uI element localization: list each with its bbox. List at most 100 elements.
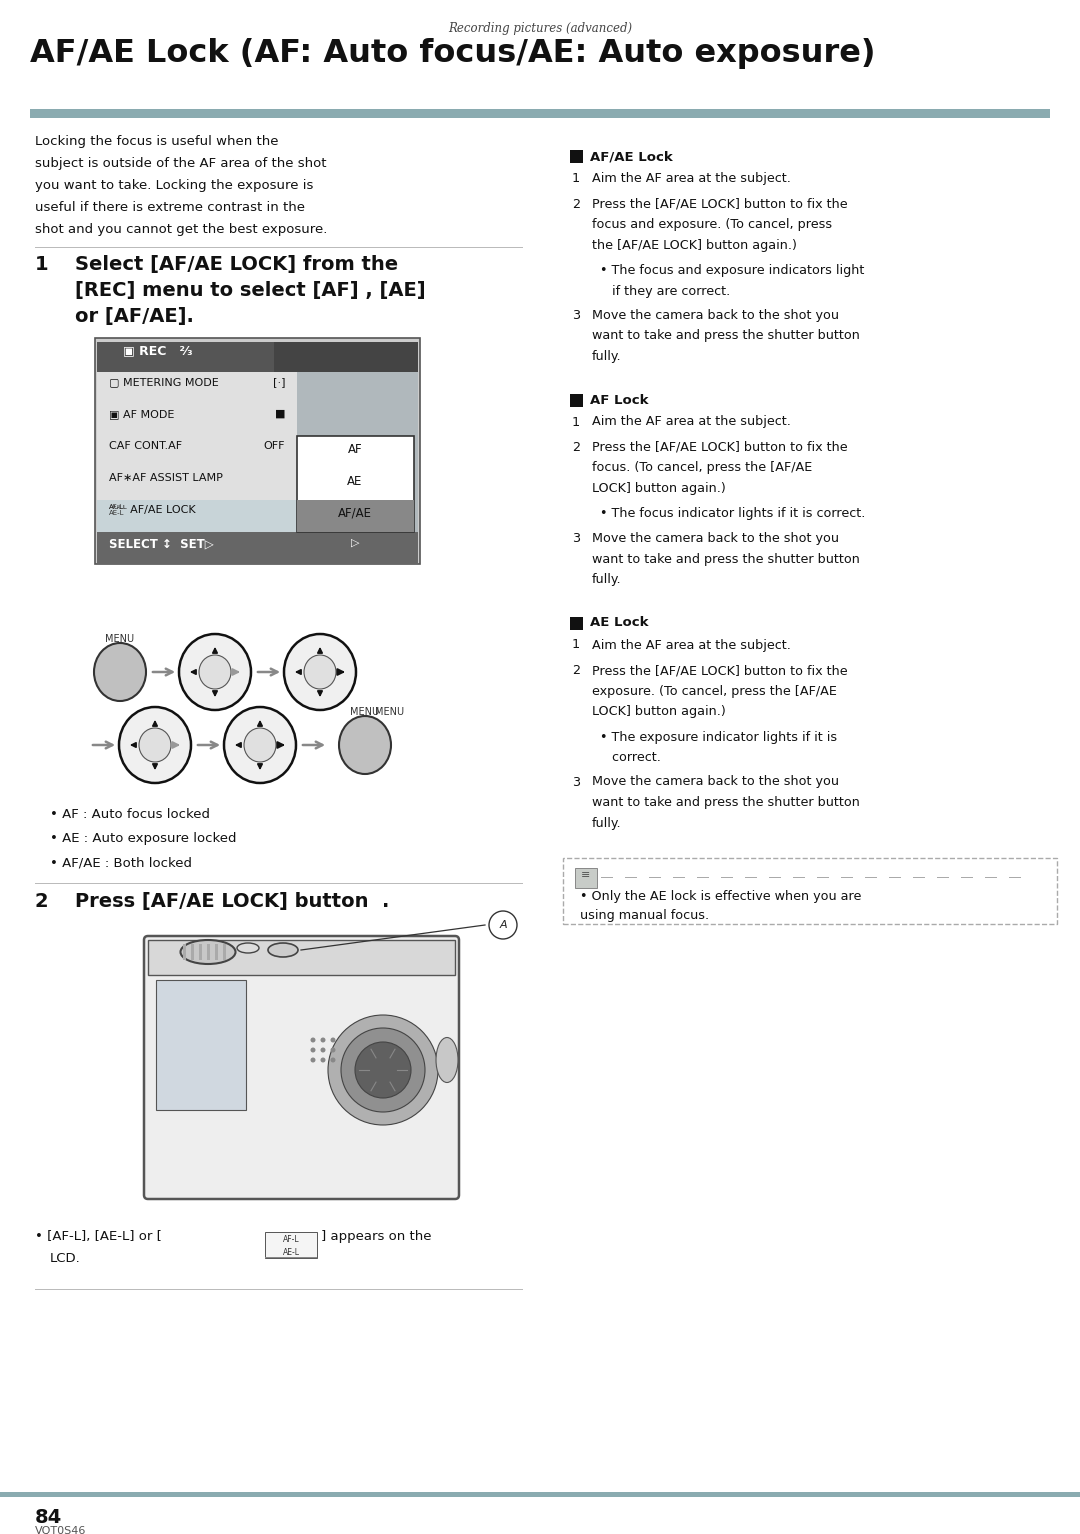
Ellipse shape [244, 729, 276, 762]
Bar [95, 337, 420, 565]
Text: shot and you cannot get the best exposure.: shot and you cannot get the best exposur… [35, 222, 327, 236]
Ellipse shape [237, 943, 259, 953]
Text: OFF: OFF [264, 440, 285, 451]
Bar [97, 532, 418, 565]
Bar [207, 943, 210, 960]
Circle shape [330, 1057, 336, 1063]
Bar [97, 500, 298, 532]
Bar [297, 373, 418, 532]
Ellipse shape [436, 1037, 458, 1083]
Text: Press the [AF/AE LOCK] button to fix the: Press the [AF/AE LOCK] button to fix the [592, 440, 848, 454]
Text: AF: AF [348, 443, 362, 456]
Text: Select [AF/AE LOCK] from the: Select [AF/AE LOCK] from the [75, 255, 399, 275]
Text: want to take and press the shutter button: want to take and press the shutter butto… [592, 796, 860, 808]
Text: AF-L
AE-L: AF-L AE-L [109, 505, 124, 515]
Text: [·]: [·] [272, 377, 285, 387]
Ellipse shape [139, 729, 171, 762]
Bar [575, 868, 597, 888]
Text: 1: 1 [572, 638, 580, 652]
Circle shape [355, 1042, 411, 1098]
Ellipse shape [199, 655, 231, 689]
Text: Move the camera back to the shot you: Move the camera back to the shot you [592, 532, 839, 545]
Text: 3: 3 [572, 532, 580, 545]
Text: 2: 2 [572, 440, 580, 454]
Circle shape [341, 1028, 426, 1112]
FancyBboxPatch shape [563, 858, 1057, 923]
Text: AE Lock: AE Lock [590, 617, 648, 629]
Text: ≡: ≡ [581, 870, 591, 881]
Text: VQT0S46: VQT0S46 [35, 1526, 86, 1534]
Ellipse shape [179, 634, 251, 710]
Circle shape [328, 1016, 438, 1124]
Ellipse shape [339, 716, 391, 775]
Text: focus and exposure. (To cancel, press: focus and exposure. (To cancel, press [592, 218, 832, 232]
Bar [97, 468, 298, 500]
Bar [97, 342, 275, 373]
Text: Move the camera back to the shot you: Move the camera back to the shot you [592, 776, 839, 788]
Text: 3: 3 [572, 776, 580, 788]
Text: Aim the AF area at the subject.: Aim the AF area at the subject. [592, 172, 791, 186]
Text: AF/AE Lock (AF: Auto focus/AE: Auto exposure): AF/AE Lock (AF: Auto focus/AE: Auto expo… [30, 38, 876, 69]
Text: • AF/AE : Both locked: • AF/AE : Both locked [50, 856, 192, 868]
Text: • The focus and exposure indicators light: • The focus and exposure indicators ligh… [600, 264, 864, 278]
FancyBboxPatch shape [144, 936, 459, 1200]
Bar [199, 943, 202, 960]
Text: Move the camera back to the shot you: Move the camera back to the shot you [592, 308, 839, 322]
Circle shape [489, 911, 517, 939]
Circle shape [330, 1048, 336, 1052]
Text: AF/AE: AF/AE [338, 508, 372, 520]
Bar [191, 943, 194, 960]
Text: AF Lock: AF Lock [590, 394, 648, 407]
Ellipse shape [94, 643, 146, 701]
Text: fully.: fully. [592, 574, 622, 586]
Text: the [AF/AE LOCK] button again.): the [AF/AE LOCK] button again.) [592, 238, 797, 252]
Text: • Only the AE lock is effective when you are
using manual focus.: • Only the AE lock is effective when you… [580, 890, 862, 922]
Ellipse shape [224, 707, 296, 782]
Circle shape [311, 1057, 315, 1063]
Ellipse shape [119, 707, 191, 782]
Text: if they are correct.: if they are correct. [600, 284, 730, 298]
Bar [97, 436, 298, 468]
Bar [273, 342, 418, 373]
Text: [REC] menu to select [AF] , [AE]: [REC] menu to select [AF] , [AE] [75, 281, 426, 301]
Bar [148, 940, 455, 976]
Text: • AF : Auto focus locked: • AF : Auto focus locked [50, 808, 210, 821]
Text: CAF CONT.AF: CAF CONT.AF [109, 440, 183, 451]
Text: ▣ AF MODE: ▣ AF MODE [109, 410, 174, 419]
Circle shape [321, 1048, 325, 1052]
Bar [570, 394, 583, 407]
Text: A: A [499, 920, 507, 930]
Text: SELECT ↕  SET▷: SELECT ↕ SET▷ [109, 538, 214, 551]
Text: 84: 84 [35, 1508, 63, 1526]
Text: exposure. (To cancel, press the [AF/AE: exposure. (To cancel, press the [AF/AE [592, 684, 837, 698]
Text: correct.: correct. [600, 752, 661, 764]
Text: Press [AF/AE LOCK] button  .: Press [AF/AE LOCK] button . [75, 891, 390, 911]
Text: 2: 2 [35, 891, 49, 911]
Bar [97, 403, 298, 436]
Bar [156, 980, 246, 1111]
Text: ▢ METERING MODE: ▢ METERING MODE [109, 377, 219, 387]
Ellipse shape [268, 943, 298, 957]
Text: or [AF/AE].: or [AF/AE]. [75, 307, 194, 327]
Text: AF∗AF ASSIST LAMP: AF∗AF ASSIST LAMP [109, 472, 222, 483]
Text: Aim the AF area at the subject.: Aim the AF area at the subject. [592, 416, 791, 428]
Text: AF-L: AF-L [283, 1235, 299, 1244]
Circle shape [321, 1037, 325, 1043]
Bar [297, 500, 414, 532]
Text: subject is outside of the AF area of the shot: subject is outside of the AF area of the… [35, 156, 326, 170]
Text: 1: 1 [35, 255, 49, 275]
Text: 1: 1 [572, 172, 580, 186]
Text: want to take and press the shutter button: want to take and press the shutter butto… [592, 330, 860, 342]
Bar [570, 617, 583, 629]
Text: want to take and press the shutter button: want to take and press the shutter butto… [592, 552, 860, 566]
Circle shape [311, 1048, 315, 1052]
Text: Press the [AF/AE LOCK] button to fix the: Press the [AF/AE LOCK] button to fix the [592, 198, 848, 210]
Text: useful if there is extreme contrast in the: useful if there is extreme contrast in t… [35, 201, 305, 215]
Text: MENU: MENU [350, 707, 379, 716]
Circle shape [311, 1037, 315, 1043]
Text: MENU: MENU [376, 707, 405, 716]
Text: you want to take. Locking the exposure is: you want to take. Locking the exposure i… [35, 179, 313, 192]
Text: Recording pictures (advanced): Recording pictures (advanced) [448, 21, 632, 35]
Circle shape [321, 1057, 325, 1063]
Text: LOCK] button again.): LOCK] button again.) [592, 482, 726, 495]
